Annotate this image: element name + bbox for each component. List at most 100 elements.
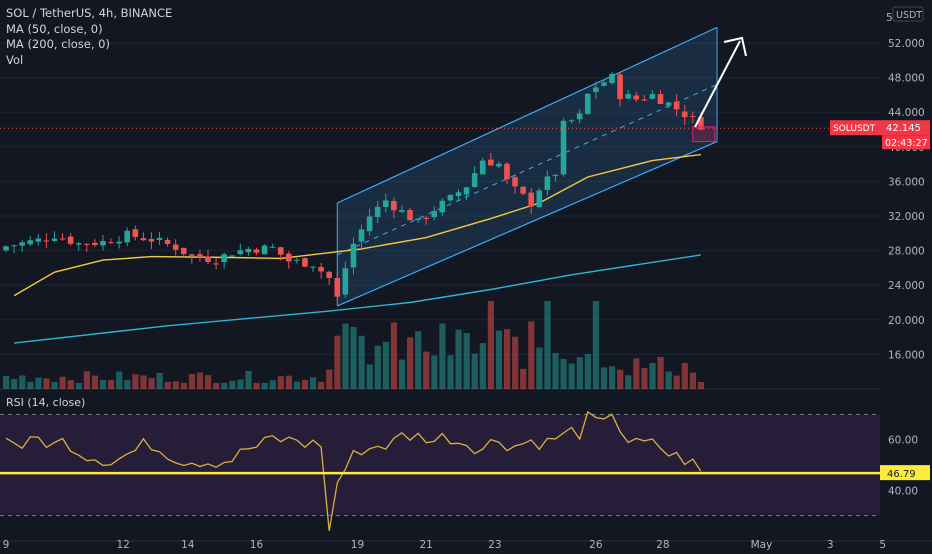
countdown-tag xyxy=(882,135,930,150)
rsi-tick-label: 40.00 xyxy=(888,485,918,497)
time-tick-label: 21 xyxy=(419,539,432,550)
symbol-title[interactable]: SOL / TetherUS, 4h, BINANCE xyxy=(6,6,173,20)
candle xyxy=(407,207,413,221)
volume-bar xyxy=(633,358,640,389)
volume-bar xyxy=(520,368,527,389)
candle-body xyxy=(455,192,462,197)
candle xyxy=(43,233,50,249)
volume-bar xyxy=(318,381,325,389)
candle-body xyxy=(593,87,599,92)
price-tick-partial: 5 xyxy=(886,12,893,24)
candle-body xyxy=(584,93,591,114)
candle-body xyxy=(140,238,147,241)
candle xyxy=(197,249,203,262)
highlight-box[interactable] xyxy=(692,126,716,143)
candle xyxy=(116,236,122,249)
candle xyxy=(488,153,494,166)
candle-body xyxy=(528,192,534,207)
price-tick-label: 36.000 xyxy=(888,176,925,188)
price-tag[interactable] xyxy=(882,120,930,136)
candle-body xyxy=(601,82,607,86)
candle-body xyxy=(576,113,583,120)
candle-body xyxy=(116,241,122,244)
volume-bar xyxy=(180,382,187,389)
volume-bar xyxy=(625,375,632,389)
annotations[interactable] xyxy=(0,36,880,143)
volume-bar xyxy=(576,357,583,389)
candle xyxy=(601,78,607,87)
channel-lower-line[interactable] xyxy=(337,141,718,307)
arrow-head-icon[interactable] xyxy=(723,36,747,57)
candle xyxy=(657,90,664,104)
volume-bar xyxy=(600,367,608,389)
volume-bar xyxy=(237,379,244,389)
candle-body xyxy=(698,117,704,130)
candle-body xyxy=(342,268,349,295)
volume-bar xyxy=(293,381,301,389)
candle xyxy=(213,257,219,270)
candle-body xyxy=(617,74,623,100)
candle-body xyxy=(92,242,98,245)
candle xyxy=(504,161,510,185)
volume-bar xyxy=(487,301,494,389)
candle xyxy=(625,89,631,100)
candle-body xyxy=(229,255,236,257)
price-tick-label: 20.000 xyxy=(888,315,925,327)
candle-body xyxy=(496,163,502,167)
candle-body xyxy=(633,95,640,100)
volume-bar xyxy=(495,330,503,389)
price-tick-label: 16.000 xyxy=(888,349,925,361)
candle xyxy=(67,233,74,246)
candle-body xyxy=(447,194,454,201)
candle-body xyxy=(213,263,219,265)
currency-badge[interactable] xyxy=(892,6,924,22)
volume-bar xyxy=(697,382,705,389)
candle xyxy=(19,240,25,252)
volume-bar xyxy=(83,371,90,389)
candle xyxy=(512,174,518,194)
candle-body xyxy=(350,243,357,268)
volume-bar xyxy=(431,355,438,389)
time-tick-label: 19 xyxy=(351,539,364,550)
candle xyxy=(374,200,381,224)
candle-body xyxy=(399,210,405,212)
arrow-shaft[interactable] xyxy=(694,40,741,128)
volume-bar xyxy=(366,364,373,389)
candle-body xyxy=(609,73,615,84)
candle xyxy=(229,254,236,257)
candle-body xyxy=(423,217,429,219)
price-tick-label: 44.000 xyxy=(888,107,925,119)
candle xyxy=(75,242,82,251)
ma200-legend[interactable]: MA (200, close, 0) xyxy=(6,37,110,51)
candle xyxy=(568,119,575,124)
candle-body xyxy=(277,247,284,255)
rsi-level-tag[interactable] xyxy=(880,465,930,481)
candle-body xyxy=(189,254,195,256)
volume-bar xyxy=(19,375,26,389)
candle xyxy=(59,233,66,241)
candle xyxy=(358,224,365,249)
time-tick-label: 3 xyxy=(827,539,834,550)
candle-body xyxy=(132,229,139,238)
candle-body xyxy=(43,240,50,242)
volume-bar xyxy=(689,372,696,389)
volume-bar xyxy=(673,375,680,389)
ma50-legend[interactable]: MA (50, close, 0) xyxy=(6,21,103,36)
candle-body xyxy=(108,242,114,244)
volume-bar xyxy=(463,332,470,389)
volume-bar xyxy=(261,382,268,389)
candle xyxy=(399,204,405,214)
chart-legend[interactable]: SOL / TetherUS, 4h, BINANCE MA (50, clos… xyxy=(6,6,172,68)
volume-bar xyxy=(455,329,462,389)
channel-upper-line[interactable] xyxy=(337,26,718,204)
volume-bar xyxy=(479,343,486,389)
rsi-legend[interactable]: RSI (14, close) xyxy=(6,396,86,409)
candle xyxy=(132,225,139,241)
candle xyxy=(431,206,438,221)
volume-legend[interactable]: Vol xyxy=(6,52,24,67)
volume-bar xyxy=(584,354,591,389)
volume-bar xyxy=(51,381,58,389)
symbol-tag[interactable] xyxy=(830,120,882,136)
